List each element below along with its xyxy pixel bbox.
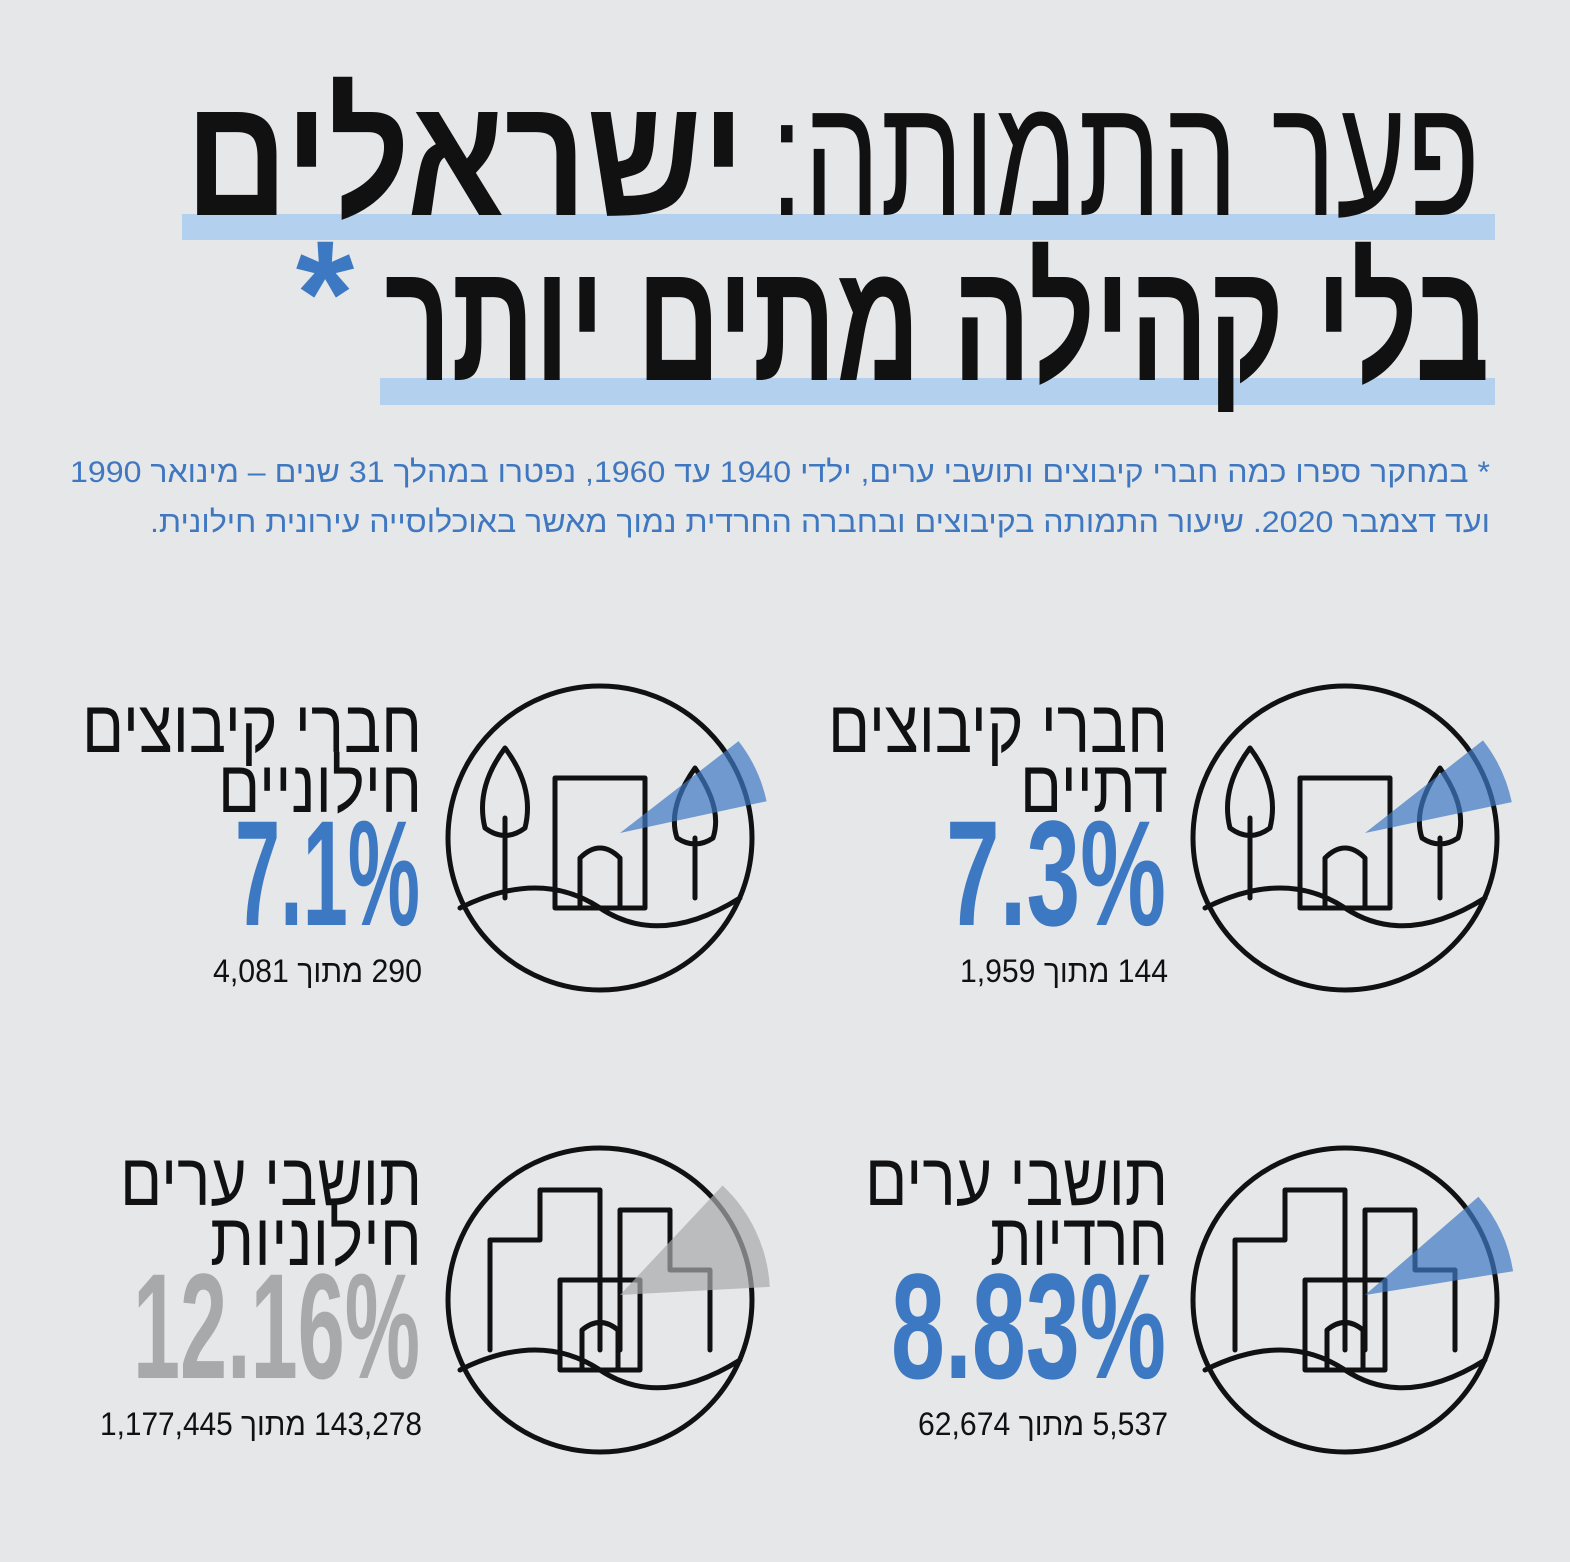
icon-circle xyxy=(445,683,755,993)
count-of: מתוך xyxy=(1044,953,1109,989)
title-light: פער התמותה: xyxy=(770,62,1480,252)
card-title: חילוניים xyxy=(218,745,422,828)
icon-skyline xyxy=(1232,1187,1458,1353)
footnote: * במחקר ספרו כמה חברי קיבוצים ותושבי ערי… xyxy=(70,456,1490,489)
count-total: 4,081 xyxy=(213,953,289,989)
card-title: חרדיות xyxy=(990,1198,1168,1281)
card-title: חילוניות xyxy=(210,1198,422,1281)
title-highlight xyxy=(182,214,1495,240)
icon-door xyxy=(1324,1320,1366,1373)
title-bold: ישראלים xyxy=(185,62,745,252)
icon-circle xyxy=(445,1145,755,1455)
count-count: 144 xyxy=(1118,953,1168,989)
icon-building xyxy=(1297,775,1393,911)
icon-tree xyxy=(1225,745,1275,901)
count-count: 143,278 xyxy=(314,1406,422,1442)
icon-tree xyxy=(480,745,530,901)
wedge xyxy=(620,741,767,833)
count-count: 5,537 xyxy=(1093,1406,1168,1442)
icon-circle xyxy=(1190,1145,1500,1455)
count-of: מתוך xyxy=(241,1406,306,1442)
count-line: 143,278 מתוך 1,177,445 xyxy=(100,1406,422,1442)
icon xyxy=(1190,1145,1500,1455)
card-title: חברי קיבוצים xyxy=(828,685,1168,768)
count-line: 290 מתוך 4,081 xyxy=(213,953,422,989)
icon-door xyxy=(577,845,623,911)
percent: 12.16% xyxy=(133,1242,420,1410)
count-line: 5,537 מתוך 62,674 xyxy=(918,1406,1168,1442)
wedge xyxy=(1365,1196,1514,1295)
icon xyxy=(445,683,755,993)
wedge xyxy=(620,1185,770,1295)
icon-door xyxy=(1322,845,1368,911)
count-count: 290 xyxy=(371,953,422,989)
icon-circle xyxy=(1190,683,1500,993)
card-title: תושבי ערים xyxy=(865,1138,1168,1221)
count-total: 62,674 xyxy=(918,1406,1010,1442)
count-of: מתוך xyxy=(297,953,363,989)
count-total: 1,959 xyxy=(960,953,1035,989)
title-line2: בלי קהילה מתים יותר xyxy=(385,227,1490,417)
count-line: 144 מתוך 1,959 xyxy=(960,953,1168,989)
card-title: דתיים xyxy=(1020,745,1168,828)
icon-front xyxy=(557,1277,643,1373)
asterisk: * xyxy=(296,209,355,377)
card-title: תושבי ערים xyxy=(120,1138,422,1221)
percent: 7.3% xyxy=(946,789,1166,957)
icon-building xyxy=(552,775,648,911)
wedge xyxy=(1365,740,1512,833)
footnote: ועד דצמבר 2020. שיעור התמותה בקיבוצים וב… xyxy=(150,506,1490,539)
count-total: 1,177,445 xyxy=(100,1406,233,1442)
title-highlight xyxy=(380,378,1495,405)
card-title: חברי קיבוצים xyxy=(82,685,422,768)
icon-door xyxy=(579,1320,621,1373)
percent: 8.83% xyxy=(891,1242,1166,1410)
count-of: מתוך xyxy=(1019,1406,1085,1442)
icon-front xyxy=(1302,1277,1388,1373)
icon xyxy=(1190,683,1500,993)
percent: 7.1% xyxy=(235,789,420,957)
